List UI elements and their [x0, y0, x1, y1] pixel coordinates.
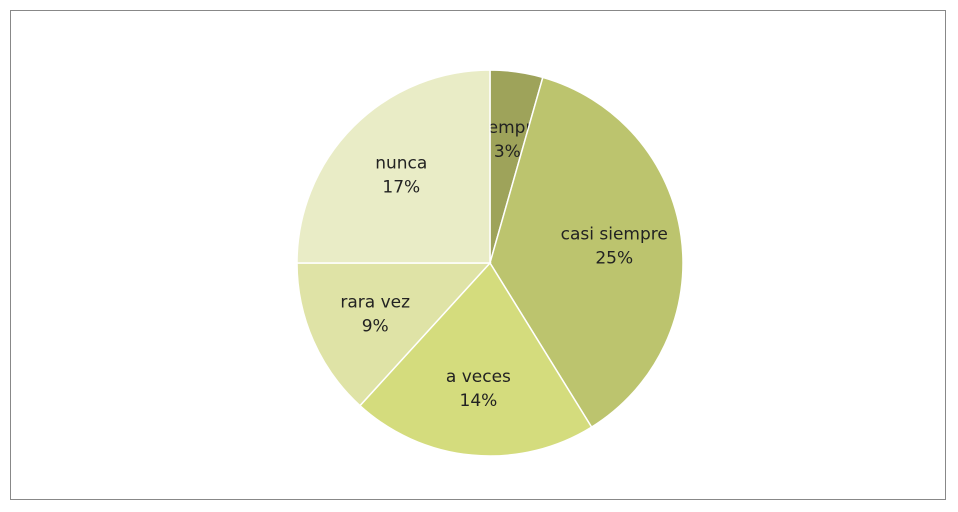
pie-slice — [296, 69, 491, 264]
slice-value-label: 25% — [595, 249, 633, 269]
slice-value-label: 3% — [494, 142, 521, 162]
slice-label: rara vez — [340, 293, 410, 313]
slice-value-label: 9% — [362, 317, 389, 337]
slice-label: casi siempre — [561, 225, 668, 245]
pie-slice — [358, 261, 593, 457]
slice-label: a veces — [446, 367, 511, 387]
slice-value-label: 17% — [382, 177, 420, 197]
slice-label: nunca — [375, 153, 427, 173]
slice-value-label: 14% — [460, 391, 498, 411]
pie-slice — [296, 262, 492, 407]
